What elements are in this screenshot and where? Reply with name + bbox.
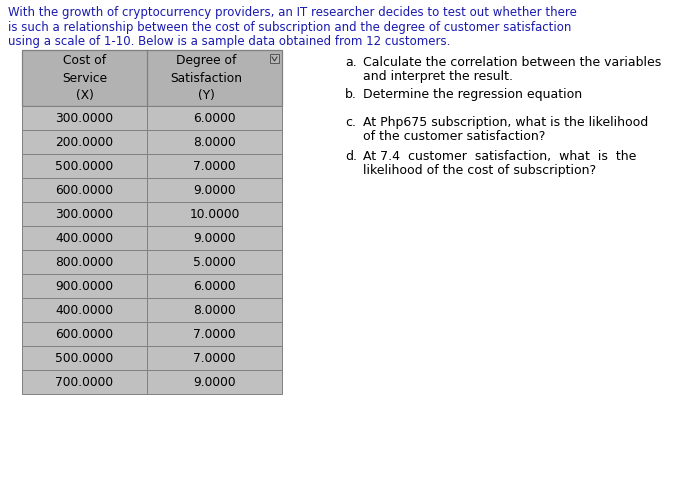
Text: 500.0000: 500.0000 (55, 351, 114, 364)
Text: a.: a. (345, 56, 357, 69)
Bar (22, 202, 282, 226)
Text: 900.0000: 900.0000 (56, 279, 114, 292)
Text: 300.0000: 300.0000 (56, 111, 114, 124)
Text: and interpret the result.: and interpret the result. (363, 70, 513, 83)
Text: 400.0000: 400.0000 (56, 303, 114, 316)
Text: 6.0000: 6.0000 (193, 111, 236, 124)
Text: 9.0000: 9.0000 (193, 183, 236, 196)
Bar (22, 298, 282, 322)
Text: 7.0000: 7.0000 (193, 159, 236, 172)
Text: using a scale of 1-10. Below is a sample data obtained from 12 customers.: using a scale of 1-10. Below is a sample… (8, 35, 451, 48)
Text: 9.0000: 9.0000 (193, 231, 236, 244)
Bar (22, 130, 282, 154)
Text: 7.0000: 7.0000 (193, 327, 236, 340)
Text: 6.0000: 6.0000 (193, 279, 236, 292)
Text: Cost of
Service
(X): Cost of Service (X) (62, 54, 107, 102)
Text: likelihood of the cost of subscription?: likelihood of the cost of subscription? (363, 164, 596, 177)
Bar (22, 370, 282, 394)
Text: With the growth of cryptocurrency providers, an IT researcher decides to test ou: With the growth of cryptocurrency provid… (8, 6, 577, 19)
Text: 600.0000: 600.0000 (56, 183, 114, 196)
Bar (22, 226, 282, 250)
Bar (22, 346, 282, 370)
Text: c.: c. (345, 116, 356, 129)
Text: At 7.4  customer  satisfaction,  what  is  the: At 7.4 customer satisfaction, what is th… (363, 150, 636, 163)
Bar (22, 274, 282, 298)
Text: of the customer satisfaction?: of the customer satisfaction? (363, 130, 546, 143)
Bar (22, 50, 282, 106)
Bar (22, 154, 282, 178)
Text: 700.0000: 700.0000 (56, 375, 114, 388)
Text: At Php675 subscription, what is the likelihood: At Php675 subscription, what is the like… (363, 116, 648, 129)
Text: Degree of
Satisfaction
(Y): Degree of Satisfaction (Y) (171, 54, 242, 102)
Bar (22, 178, 282, 202)
Text: is such a relationship between the cost of subscription and the degree of custom: is such a relationship between the cost … (8, 21, 571, 34)
Text: 400.0000: 400.0000 (56, 231, 114, 244)
Bar (270, 54, 279, 63)
Text: Calculate the correlation between the variables: Calculate the correlation between the va… (363, 56, 661, 69)
Text: 200.0000: 200.0000 (56, 135, 114, 148)
Text: 7.0000: 7.0000 (193, 351, 236, 364)
Bar (22, 250, 282, 274)
Text: 500.0000: 500.0000 (55, 159, 114, 172)
Text: Determine the regression equation: Determine the regression equation (363, 88, 582, 101)
Text: 8.0000: 8.0000 (193, 303, 236, 316)
Text: 9.0000: 9.0000 (193, 375, 236, 388)
Text: b.: b. (345, 88, 357, 101)
Text: d.: d. (345, 150, 357, 163)
Text: 5.0000: 5.0000 (193, 255, 236, 268)
Bar (22, 106, 282, 130)
Text: 10.0000: 10.0000 (189, 207, 239, 220)
Bar (22, 322, 282, 346)
Text: 8.0000: 8.0000 (193, 135, 236, 148)
Text: 600.0000: 600.0000 (56, 327, 114, 340)
Text: 800.0000: 800.0000 (55, 255, 114, 268)
Text: 300.0000: 300.0000 (56, 207, 114, 220)
